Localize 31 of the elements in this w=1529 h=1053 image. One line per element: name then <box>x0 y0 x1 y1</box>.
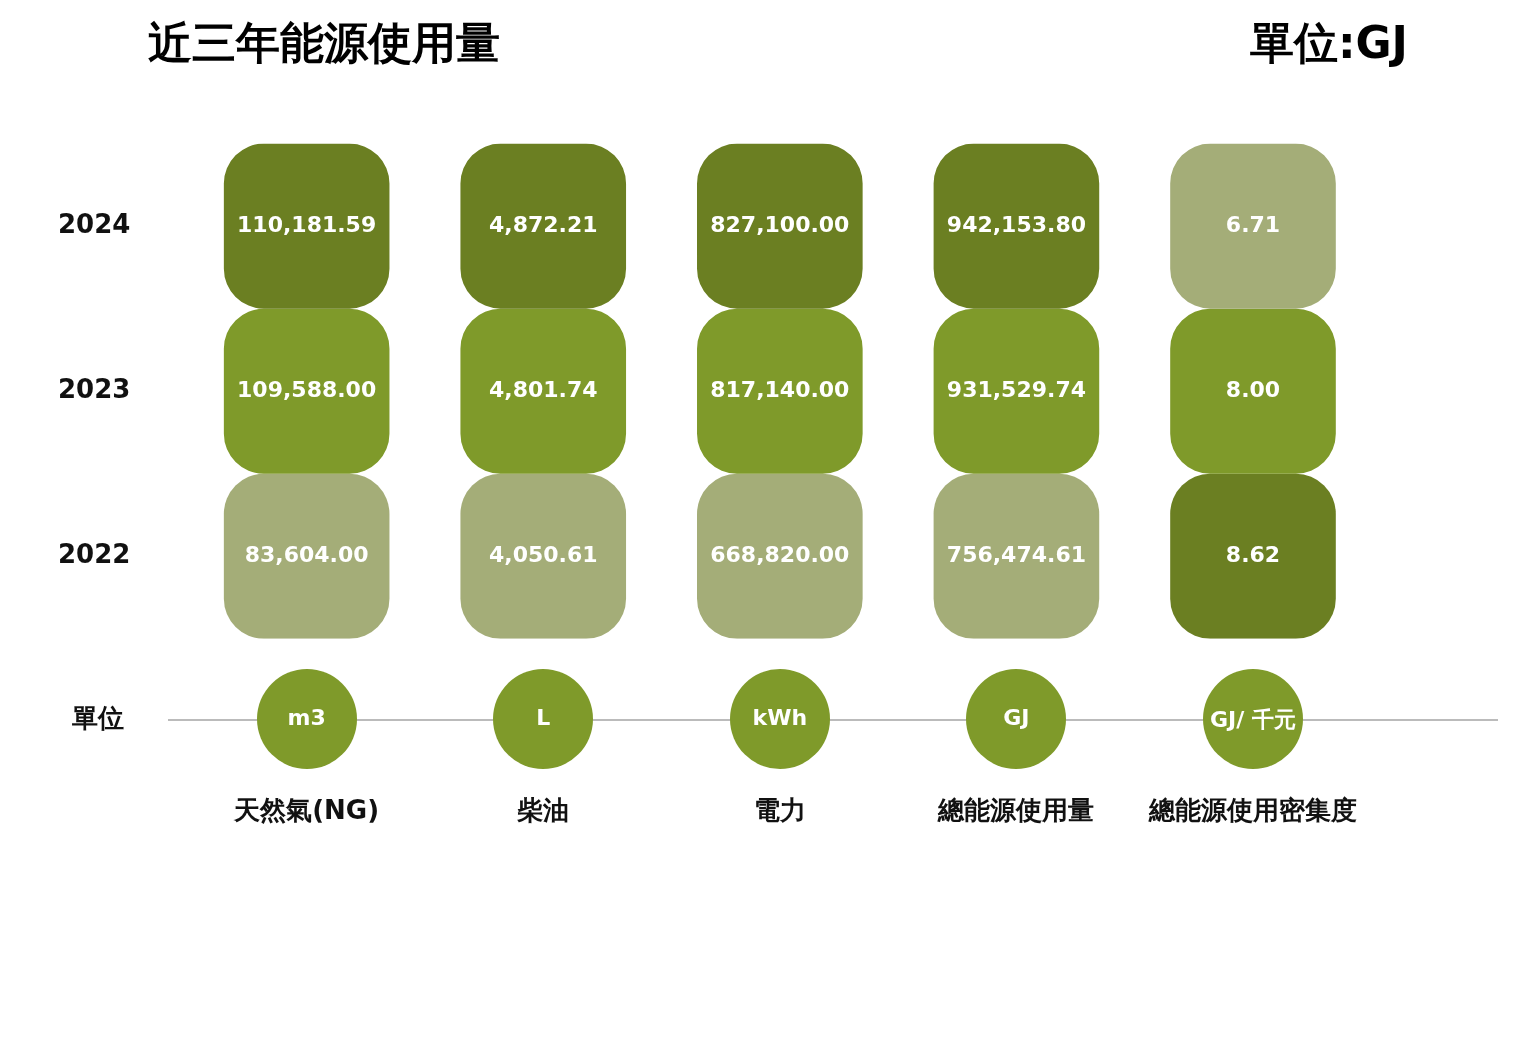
data-label: 4,801.74 <box>488 376 598 402</box>
data-label: 668,820.00 <box>710 541 850 567</box>
data-label: 109,588.00 <box>237 376 377 402</box>
text: L <box>535 704 552 730</box>
chart-title: 近三年能源使用量 <box>148 15 500 70</box>
x-tick-label: 總能源使用密集度 <box>1148 795 1357 826</box>
data-label: 83,604.00 <box>244 541 369 567</box>
x-tick-label: 總能源使用量 <box>937 795 1095 826</box>
x-tick-label: 天然氣(NG) <box>233 795 380 826</box>
data-label: 4,050.61 <box>488 541 598 567</box>
data-label: 110,181.59 <box>237 211 377 237</box>
data-label: 4,872.21 <box>488 211 598 237</box>
text: m3 <box>286 704 327 730</box>
data-label: 827,100.00 <box>710 211 850 237</box>
data-label: 931,529.74 <box>946 376 1087 402</box>
y-tick-label: 2022 <box>57 539 131 570</box>
data-label: 756,474.61 <box>946 541 1087 567</box>
data-label: 6.71 <box>1225 211 1281 237</box>
y-tick-label: 2023 <box>57 373 131 404</box>
y-tick-label: 2024 <box>57 208 131 239</box>
x-tick-label: 柴油 <box>517 795 570 826</box>
text: GJ/ 千元 <box>1209 705 1297 734</box>
data-label: 8.62 <box>1225 541 1281 567</box>
data-label: 817,140.00 <box>710 376 850 402</box>
data-label: 8.00 <box>1225 376 1281 402</box>
data-label: 942,153.80 <box>946 211 1087 237</box>
text: GJ <box>1002 704 1031 730</box>
text: kWh <box>751 704 809 730</box>
x-tick-label: 電力 <box>753 795 806 826</box>
text: 單位 <box>71 701 126 735</box>
chart-subtitle: 單位:GJ <box>1249 15 1408 70</box>
